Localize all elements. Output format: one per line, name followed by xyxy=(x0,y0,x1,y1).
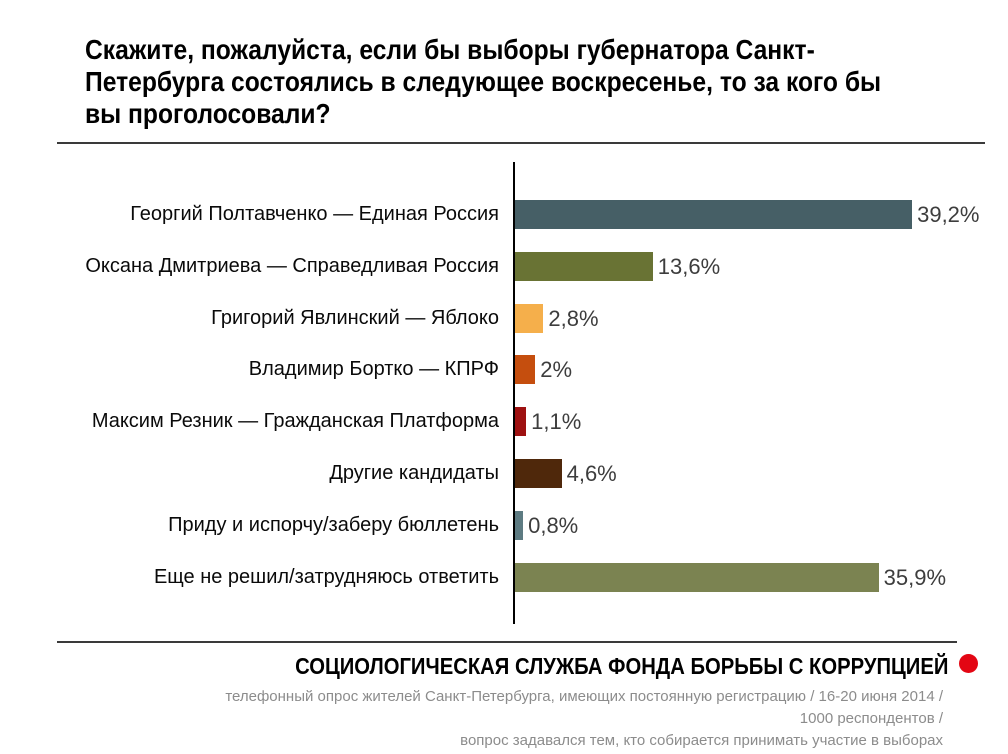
value-label: 4,6% xyxy=(566,461,617,486)
bar-row: Другие кандидаты 4,6% xyxy=(0,459,1008,488)
bar xyxy=(515,200,913,229)
bar xyxy=(515,251,653,281)
survey-question-title: Скажите, пожалуйста, если бы выборы губе… xyxy=(85,34,882,130)
footer-methodology-notes: телефонный опрос жителей Санкт-Петербург… xyxy=(43,686,943,752)
title-line-3: вы проголосовали? xyxy=(85,98,331,129)
bar xyxy=(515,459,562,488)
category-label: Григорий Явлинский — Яблоко xyxy=(211,306,499,329)
bar xyxy=(515,562,879,592)
bar xyxy=(515,355,536,385)
bar xyxy=(515,510,524,540)
value-label: 2% xyxy=(540,357,573,383)
title-line-1: Скажите, пожалуйста, если бы выборы губе… xyxy=(85,34,815,65)
chart-baseline-axis xyxy=(513,162,515,624)
category-label: Владимир Бортко — КПРФ xyxy=(248,358,499,381)
title-divider xyxy=(57,142,985,144)
bar xyxy=(515,303,544,333)
bar-row: Григорий Явлинский — Яблоко 2,8% xyxy=(0,303,1008,333)
footer-divider xyxy=(57,641,957,643)
category-label: Оксана Дмитриева — Справедливая Россия xyxy=(85,254,499,277)
bar xyxy=(515,407,527,437)
value-label: 0,8% xyxy=(528,512,579,538)
category-label: Максим Резник — Гражданская Платформа xyxy=(91,410,499,433)
footer-note-line-3: вопрос задавался тем, кто собирается при… xyxy=(460,732,943,749)
footer-note-line-2: 1000 респондентов / xyxy=(799,710,943,727)
value-label: 13,6% xyxy=(657,253,721,279)
bar-row: Георгий Полтавченко — Единая Россия 39,2% xyxy=(0,200,1008,229)
red-dot-logo-icon xyxy=(959,654,978,673)
bar-row: Максим Резник — Гражданская Платформа 1,1… xyxy=(0,407,1008,437)
value-label: 2,8% xyxy=(548,305,599,331)
category-label: Георгий Полтавченко — Единая Россия xyxy=(130,203,499,225)
bar-row: Еще не решил/затрудняюсь ответить 35,9% xyxy=(0,562,1008,592)
value-label: 1,1% xyxy=(531,409,582,435)
value-label: 35,9% xyxy=(883,564,947,590)
bar-row: Оксана Дмитриева — Справедливая Россия 13… xyxy=(0,251,1008,281)
bar-row: Приду и испорчу/заберу бюллетень 0,8% xyxy=(0,510,1008,540)
category-label: Другие кандидаты xyxy=(329,462,499,484)
category-label: Еще не решил/затрудняюсь ответить xyxy=(153,565,499,588)
bar-row: Владимир Бортко — КПРФ 2% xyxy=(0,355,1008,385)
value-label: 39,2% xyxy=(917,202,980,227)
footer-organization: СОЦИОЛОГИЧЕСКАЯ СЛУЖБА ФОНДА БОРЬБЫ С КО… xyxy=(294,653,948,679)
footer-note-line-1: телефонный опрос жителей Санкт-Петербург… xyxy=(225,688,943,705)
category-label: Приду и испорчу/заберу бюллетень xyxy=(168,513,499,536)
title-line-2: Петербурга состоялись в следующее воскре… xyxy=(85,66,882,97)
